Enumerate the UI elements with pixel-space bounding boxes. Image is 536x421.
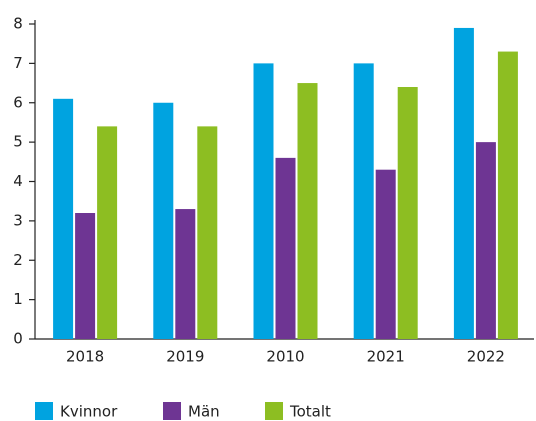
legend-label: Män xyxy=(188,403,220,421)
bar xyxy=(75,213,96,339)
bar xyxy=(375,169,396,339)
bar xyxy=(275,157,296,339)
bar xyxy=(475,142,496,339)
bar xyxy=(253,63,274,339)
bar xyxy=(497,51,518,339)
bar xyxy=(175,209,196,339)
y-tick-label: 8 xyxy=(13,15,23,33)
bar xyxy=(397,87,418,339)
y-tick-label: 1 xyxy=(13,290,23,308)
legend-label: Kvinnor xyxy=(60,403,118,421)
legend-swatch xyxy=(265,402,283,420)
y-tick-label: 6 xyxy=(13,93,23,111)
x-tick-label: 2010 xyxy=(266,348,304,366)
legend-label: Totalt xyxy=(289,403,331,421)
y-tick-label: 7 xyxy=(13,54,23,72)
bar xyxy=(197,126,218,339)
bar xyxy=(53,98,74,339)
y-tick-label: 0 xyxy=(13,330,23,348)
bar xyxy=(153,102,174,339)
x-tick-label: 2019 xyxy=(166,348,204,366)
y-tick-label: 2 xyxy=(13,251,23,269)
x-tick-label: 2018 xyxy=(66,348,104,366)
bar xyxy=(353,63,374,339)
y-tick-label: 5 xyxy=(13,133,23,151)
bar xyxy=(453,27,474,339)
bar xyxy=(297,83,318,339)
bar xyxy=(97,126,118,339)
y-tick-label: 4 xyxy=(13,172,23,190)
legend-swatch xyxy=(35,402,53,420)
y-tick-label: 3 xyxy=(13,211,23,229)
legend-swatch xyxy=(163,402,181,420)
x-tick-label: 2022 xyxy=(467,348,505,366)
x-tick-label: 2021 xyxy=(367,348,405,366)
